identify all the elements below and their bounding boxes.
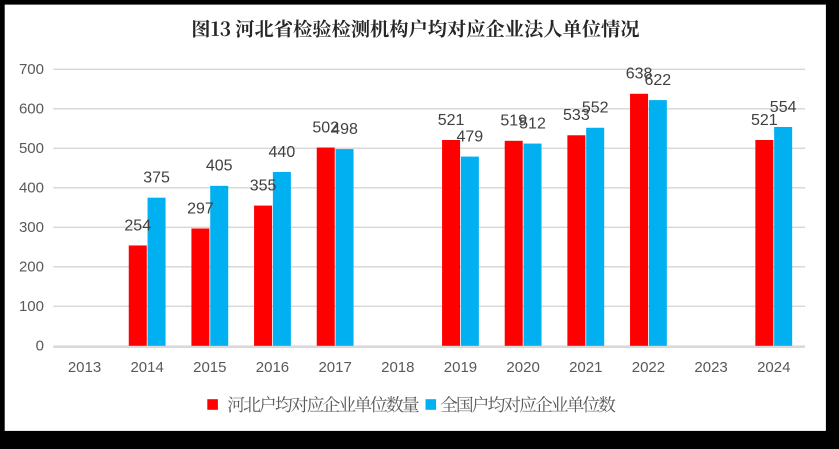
svg-text:2023: 2023 <box>694 359 727 376</box>
svg-text:700: 700 <box>19 61 44 78</box>
svg-text:622: 622 <box>644 72 671 89</box>
svg-text:519: 519 <box>500 113 527 130</box>
svg-text:2024: 2024 <box>757 359 790 376</box>
svg-text:2013: 2013 <box>68 359 101 376</box>
svg-text:2020: 2020 <box>506 359 539 376</box>
svg-text:2022: 2022 <box>632 359 665 376</box>
svg-text:2014: 2014 <box>130 359 163 376</box>
svg-text:375: 375 <box>143 169 170 186</box>
svg-text:100: 100 <box>19 298 44 315</box>
svg-text:498: 498 <box>331 121 358 138</box>
svg-text:0: 0 <box>36 338 44 355</box>
svg-text:2018: 2018 <box>381 359 414 376</box>
svg-text:405: 405 <box>206 158 233 175</box>
svg-text:297: 297 <box>187 200 214 217</box>
svg-text:600: 600 <box>19 101 44 118</box>
svg-text:502: 502 <box>312 119 339 136</box>
svg-text:2016: 2016 <box>256 359 289 376</box>
svg-text:521: 521 <box>438 112 465 129</box>
svg-text:400: 400 <box>19 180 44 197</box>
svg-text:300: 300 <box>19 219 44 236</box>
svg-text:355: 355 <box>250 177 277 194</box>
svg-text:479: 479 <box>457 128 484 145</box>
svg-text:638: 638 <box>626 66 653 83</box>
svg-text:2021: 2021 <box>569 359 602 376</box>
svg-text:500: 500 <box>19 140 44 157</box>
svg-text:254: 254 <box>124 217 151 234</box>
svg-text:2019: 2019 <box>444 359 477 376</box>
svg-text:552: 552 <box>582 100 609 117</box>
svg-text:2017: 2017 <box>318 359 351 376</box>
svg-text:554: 554 <box>770 99 797 116</box>
svg-text:200: 200 <box>19 259 44 276</box>
svg-text:512: 512 <box>519 115 546 132</box>
svg-text:521: 521 <box>751 112 778 129</box>
svg-text:533: 533 <box>563 107 590 124</box>
svg-text:2015: 2015 <box>193 359 226 376</box>
svg-text:440: 440 <box>269 144 296 161</box>
